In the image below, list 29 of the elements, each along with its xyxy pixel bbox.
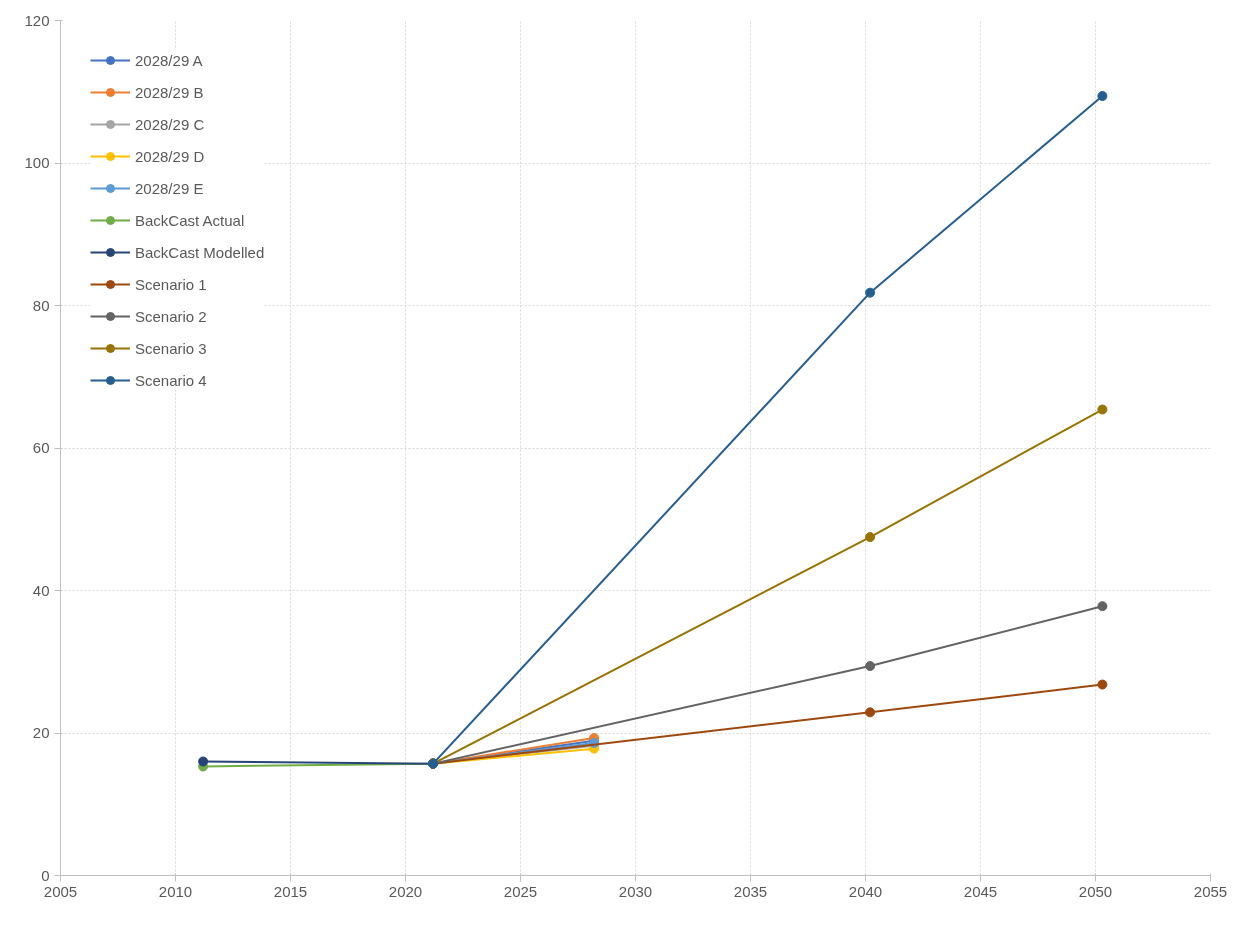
x-tick-label: 2010 — [158, 882, 193, 900]
y-tick-label: 0 — [41, 866, 50, 884]
y-tick-label: 20 — [32, 724, 50, 741]
x-tick-label: 2035 — [733, 882, 768, 900]
y-tick-label: 60 — [32, 439, 50, 456]
legend-label: Scenario 2 — [135, 307, 207, 325]
x-tick-label: 2050 — [1078, 882, 1113, 900]
legend-label: 2028/29 D — [135, 147, 205, 165]
legend-label: Scenario 3 — [135, 339, 207, 357]
x-tick-label: 2005 — [43, 882, 78, 900]
legend-label: 2028/29 E — [135, 179, 204, 197]
legend-label: BackCast Actual — [135, 211, 245, 229]
x-tick-label: 2020 — [388, 882, 423, 900]
x-tick-label: 2055 — [1193, 882, 1228, 900]
legend-label: 2028/29 A — [135, 51, 203, 69]
y-tick-label: 40 — [32, 581, 50, 599]
x-tick-label: 2045 — [963, 882, 998, 900]
legend-label: BackCast Modelled — [135, 243, 265, 261]
y-tick-label: 80 — [32, 296, 50, 314]
y-tick-label: 100 — [24, 154, 50, 171]
x-tick-label: 2040 — [848, 882, 883, 900]
legend-label: 2028/29 C — [135, 115, 205, 133]
x-tick-label: 2030 — [618, 882, 653, 900]
legend-label: Scenario 1 — [135, 275, 207, 293]
legend-label: 2028/29 B — [135, 83, 204, 101]
y-tick-label: 120 — [24, 11, 50, 29]
x-tick-label: 2025 — [503, 882, 538, 900]
legend-label: Scenario 4 — [135, 371, 207, 389]
x-tick-label: 2015 — [273, 882, 308, 900]
